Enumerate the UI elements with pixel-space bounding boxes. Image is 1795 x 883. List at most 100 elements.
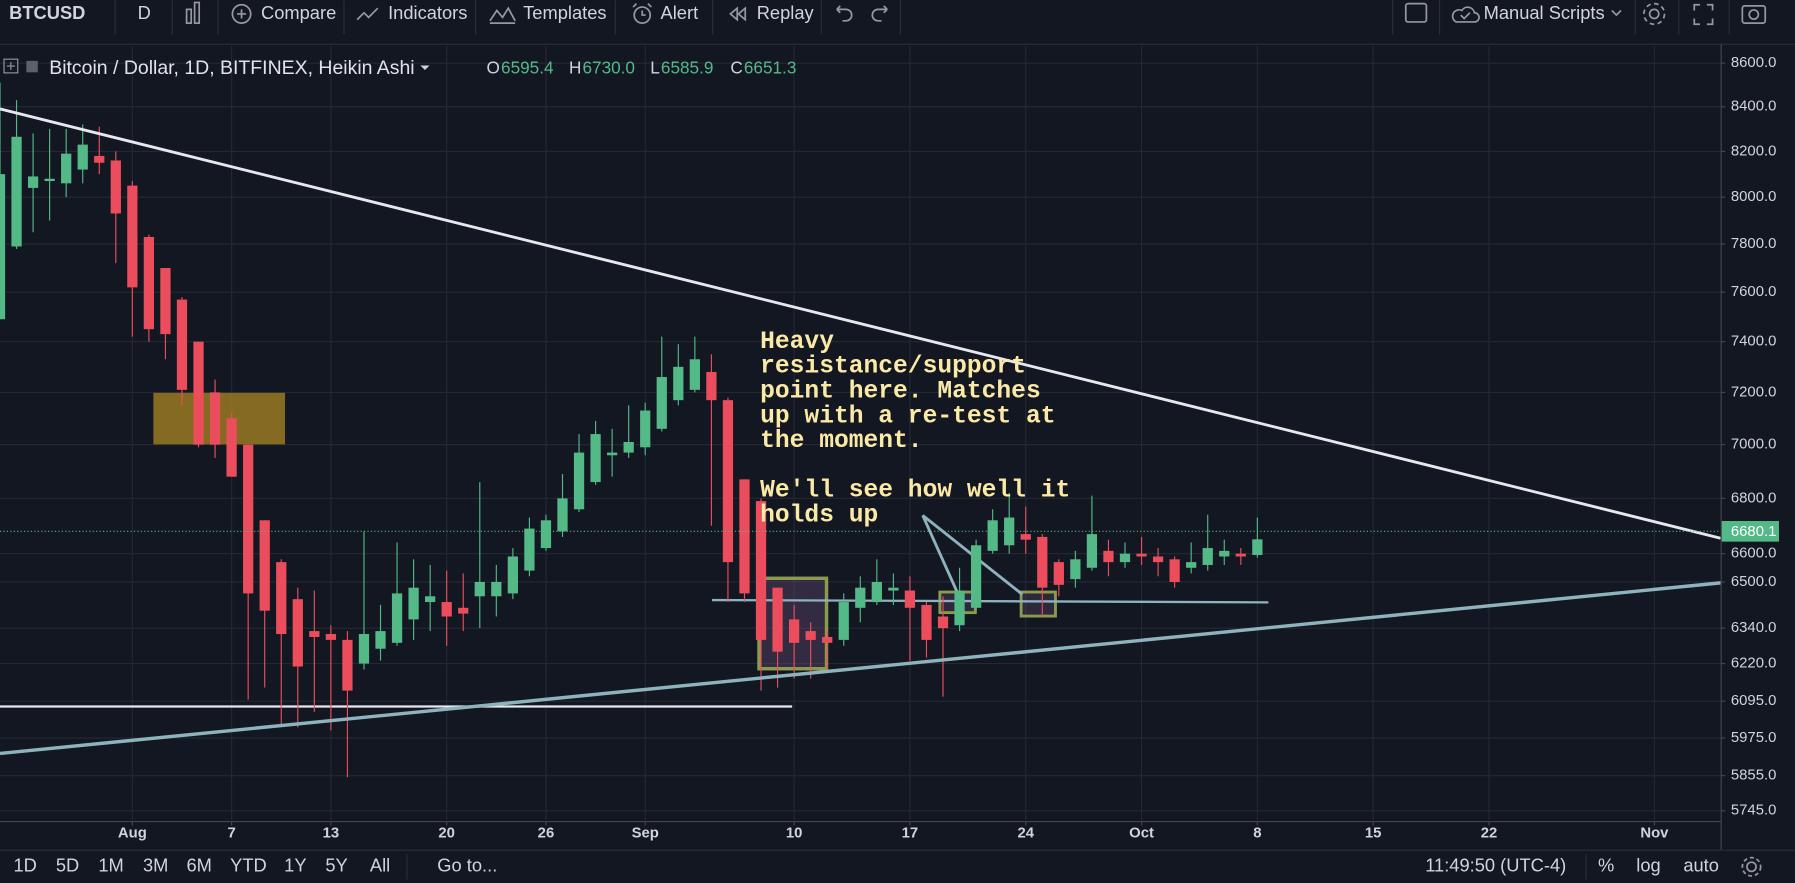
candle-body [375,631,386,649]
candle-body [27,176,39,188]
candle-body [94,155,105,163]
ohlc-label: C [730,57,742,77]
candle-body [772,587,783,652]
y-tick-label: 6220.0 [1731,656,1777,672]
last-price: 6680.1 [0,521,1779,542]
range-button[interactable]: YTD [230,855,267,876]
candle-body [1004,517,1015,546]
y-tick-label: 7000.0 [1731,437,1777,453]
candle-body [77,144,88,170]
scripts-button[interactable]: Manual Scripts [1484,2,1605,23]
legend-icon [6,62,15,71]
x-tick-label: 17 [902,826,919,842]
candle-body [193,341,204,445]
scale-option[interactable]: % [1598,855,1614,876]
candle-body [970,545,982,608]
annotation-line: Heavy [760,329,834,356]
candle-body [1103,550,1114,563]
candle-body [425,596,436,603]
y-tick-label: 5975.0 [1731,730,1777,746]
price-axis [1720,43,1795,823]
range-button[interactable]: 3M [143,855,168,876]
caret[interactable] [1611,9,1622,17]
y-tick-label: 6500.0 [1731,574,1777,590]
range-button[interactable]: All [370,855,390,876]
box-rect [1019,590,1057,618]
toolbar [0,0,1795,44]
range-button[interactable]: 1D [13,855,36,876]
toolbar-button[interactable]: Compare [261,2,336,23]
goto[interactable]: Go to... [437,855,497,876]
drawing-icon[interactable] [1404,2,1428,23]
toolbar-button[interactable]: Replay [757,2,815,23]
callout-line [921,514,960,595]
y-tick-label: 6095.0 [1731,693,1777,709]
x-axis: Aug 7 13 20 26 Sep 10 17 24 Oct 8 15 22 Nov [118,820,1669,842]
candle-body [838,602,849,640]
toolbar-items: BTCUSD D Compare Indicators Templates Alert… [9,0,1767,35]
candle-body [0,174,6,320]
candle-body [391,593,403,643]
candle-body [1020,534,1031,540]
fullscreen-icon[interactable] [1693,3,1714,26]
annotation-line: point here. Matches [760,379,1041,406]
toolbar-button[interactable]: Indicators [388,2,467,23]
candle-body [888,587,899,591]
y-tick-label: 6340.0 [1731,620,1777,636]
y-tick-label: 5855.0 [1731,768,1777,784]
ohlc-value: 6651.3 [744,57,796,77]
candle-body [1070,559,1081,580]
scale-option[interactable]: auto [1683,855,1719,876]
templates-icon[interactable] [489,6,516,24]
scale-option[interactable]: log [1636,855,1660,876]
camera-icon[interactable] [1741,5,1767,24]
range-button[interactable]: 1Y [284,855,306,876]
alert-icon[interactable] [633,6,652,24]
candle-body [110,160,121,214]
legend-icon [26,60,38,73]
toolbar-button[interactable]: Templates [523,2,606,23]
alert-icon [632,3,652,16]
undo-icon[interactable] [836,5,853,22]
last-price-label: 6680.1 [1731,524,1777,540]
range-button[interactable]: 1M [98,855,123,876]
replay-icon[interactable] [729,6,747,22]
range-button[interactable]: 6M [186,855,211,876]
x-tick-label: Nov [1640,826,1669,842]
candle-body [640,410,651,448]
camera-icon [1748,9,1760,20]
cloud-icon[interactable] [1451,6,1480,23]
chart-style-icon[interactable] [185,1,201,24]
candle-body [1169,559,1180,582]
x-tick-label: 22 [1481,826,1498,842]
candle-body [739,479,750,594]
y-tick-label: 5745.0 [1731,803,1777,819]
toolbar-button[interactable]: Alert [661,2,699,23]
settings-icon[interactable] [1648,8,1660,20]
ohlc-label: L [650,57,660,77]
settings-icon [1643,2,1666,26]
candle-body [623,441,634,453]
legend-caret[interactable] [420,65,430,71]
x-tick-label: 24 [1017,826,1034,842]
range-button[interactable]: 5Y [325,855,347,876]
range-button[interactable]: 5D [56,855,79,876]
symbol[interactable]: BTCUSD [9,2,85,23]
annotation-line: We'll see how well it [760,478,1070,505]
resistance-trendline [0,107,1721,540]
redo-icon[interactable] [871,5,888,22]
y-tick-label: 7800.0 [1731,236,1777,252]
candle-body [1086,534,1098,568]
bottom-items: Go to... 11:49:50 (UTC-4) 1D 5D 1M 3M 6M YTD 1… [13,854,1762,880]
ohlc-value: 6595.4 [501,57,554,77]
indicators-icon[interactable] [356,7,379,21]
annotation-line: the moment. [760,428,922,455]
compare-icon[interactable] [231,3,252,24]
interval[interactable]: D [138,2,151,23]
x-tick-label: Sep [632,826,659,842]
settings-icon[interactable] [1746,861,1757,873]
candle-body [160,268,171,335]
candle-body [607,452,618,456]
